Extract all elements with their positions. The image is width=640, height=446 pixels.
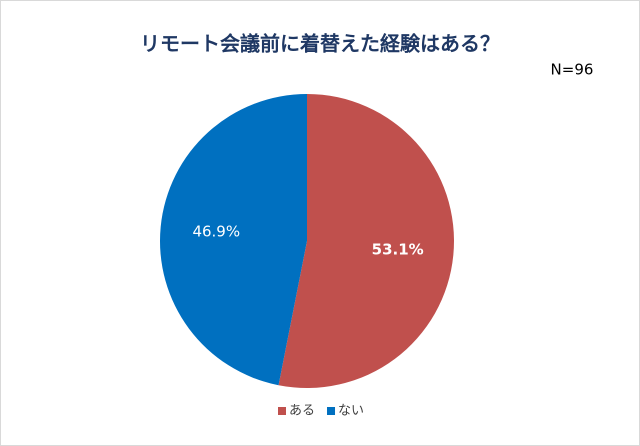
pie-slice xyxy=(159,94,307,386)
legend-swatch xyxy=(278,407,286,415)
data-label: 46.9% xyxy=(192,223,240,241)
pie-slice xyxy=(278,94,454,388)
legend-label: ない xyxy=(338,404,364,419)
chart-subtitle: N=96 xyxy=(551,61,594,79)
legend-label: ある xyxy=(289,404,315,419)
chart-title: リモート会議前に着替えた経験はある？ xyxy=(140,32,500,56)
data-label: 53.1% xyxy=(372,240,424,258)
legend-swatch xyxy=(327,407,336,415)
